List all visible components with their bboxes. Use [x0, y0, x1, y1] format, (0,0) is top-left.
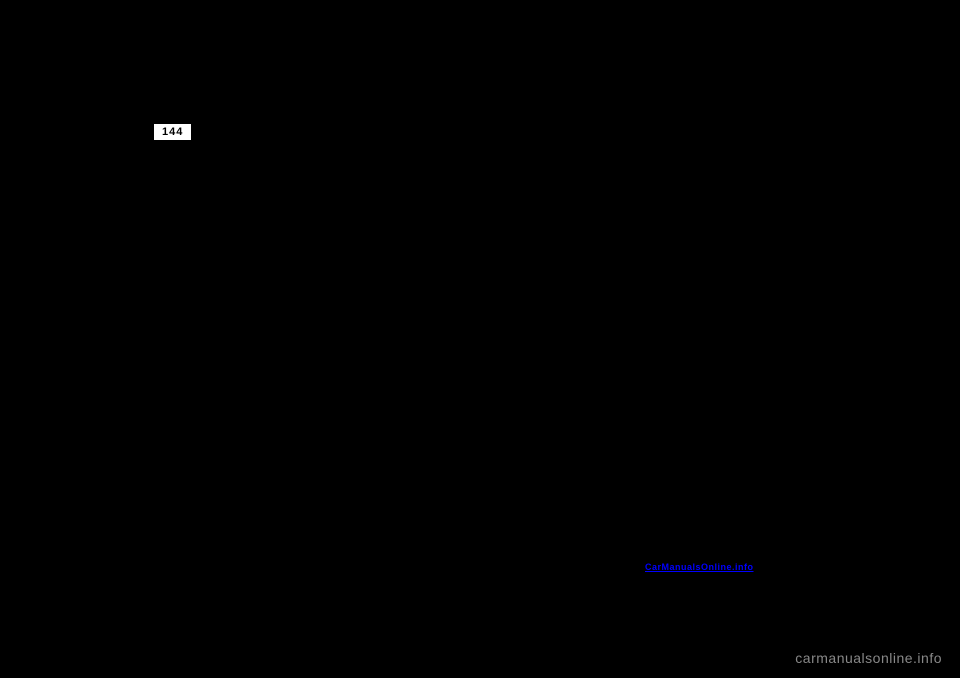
watermark: carmanualsonline.info — [795, 650, 942, 666]
page-number: 144 — [154, 124, 191, 140]
manual-link[interactable]: CarManualsOnline.info — [645, 562, 754, 572]
